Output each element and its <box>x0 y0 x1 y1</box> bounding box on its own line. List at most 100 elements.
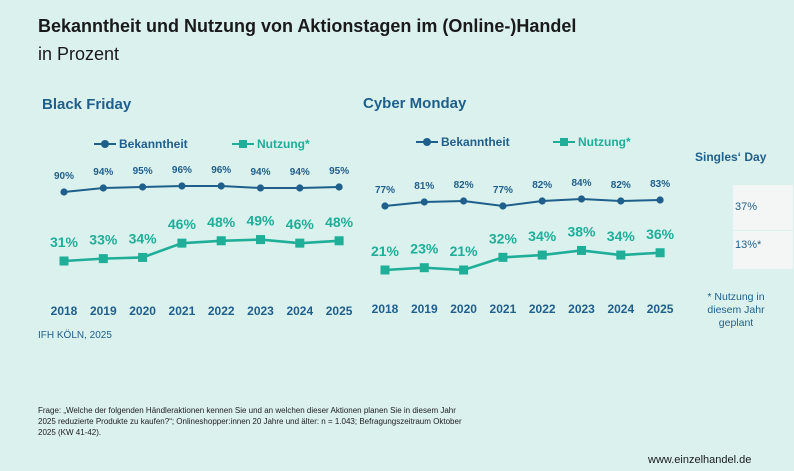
cm-usage-data-label: 34% <box>607 228 636 244</box>
bf-usage-point <box>295 238 305 248</box>
bf-awareness-point <box>99 184 107 192</box>
cm-awareness-point <box>538 197 546 205</box>
bf-usage-point <box>334 236 344 246</box>
cm-usage-point <box>655 248 665 258</box>
cm-year-label: 2019 <box>411 302 438 316</box>
bf-year-label: 2021 <box>169 304 196 318</box>
cm-usage-point <box>498 252 508 262</box>
legend-usage-line-icon <box>232 140 254 148</box>
website-link[interactable]: www.einzelhandel.de <box>648 454 752 466</box>
black-friday-title: Black Friday <box>42 96 132 113</box>
bf-awareness-point <box>217 182 225 190</box>
legend-awareness-line-icon <box>94 140 116 148</box>
singles-note: * Nutzung in diesem Jahr geplant <box>707 291 765 329</box>
cm-usage-point <box>577 245 586 255</box>
cm-usage-data-label: 23% <box>410 241 439 257</box>
bf-awareness-point <box>335 183 343 191</box>
cm-awareness-point <box>381 202 389 210</box>
bf-usage-data-label: 46% <box>286 216 315 232</box>
singles-usage-box: 13%* <box>733 231 793 269</box>
bf-usage-point <box>138 252 148 262</box>
bf-usage-point <box>177 238 187 248</box>
cm-usage-data-label: 32% <box>489 230 518 246</box>
bf-year-label: 2019 <box>90 304 117 318</box>
bf-awareness-data-label: 95% <box>133 166 153 177</box>
page-title: Bekanntheit und Nutzung von Aktionstagen… <box>38 16 577 36</box>
bf-usage-data-label: 46% <box>168 216 197 232</box>
singles-usage-value: 13%* <box>735 239 761 251</box>
bf-year-label: 2022 <box>208 304 235 318</box>
singles-awareness-value: 37% <box>735 201 758 213</box>
cm-year-label: 2018 <box>372 302 399 316</box>
bf-usage-point <box>216 236 226 246</box>
cm-usage-data-label: 21% <box>371 243 400 259</box>
bf-year-label: 2023 <box>247 304 274 318</box>
legend-usage-label: Nutzung* <box>578 135 631 149</box>
cm-usage-line <box>384 249 661 272</box>
cm-year-label: 2024 <box>607 302 634 316</box>
bf-awareness-point <box>256 184 265 192</box>
cm-year-label: 2022 <box>529 302 556 316</box>
legend-usage-line-icon <box>553 138 575 146</box>
cm-awareness-point <box>460 197 468 205</box>
legend-awareness: Bekanntheit <box>94 137 188 151</box>
cm-awareness-line <box>384 197 661 208</box>
bf-usage-data-label: 48% <box>207 214 236 230</box>
cm-usage-point <box>537 250 547 260</box>
cm-awareness-data-label: 83% <box>650 179 670 190</box>
cm-awareness-data-label: 82% <box>454 180 474 191</box>
bf-awareness-data-label: 96% <box>211 165 231 176</box>
bf-usage-data-label: 48% <box>325 214 354 230</box>
cm-awareness-data-label: 77% <box>493 185 513 196</box>
bf-awareness-point <box>178 182 186 190</box>
bf-awareness-data-label: 94% <box>290 167 310 178</box>
cm-usage-data-label: 36% <box>646 226 675 242</box>
bf-year-label: 2024 <box>286 304 313 318</box>
cm-year-label: 2025 <box>647 302 674 316</box>
legend-awareness-2: Bekanntheit <box>416 135 510 149</box>
bf-awareness-point <box>296 184 304 192</box>
singles-usage-asterisk: * <box>757 239 762 251</box>
bf-usage-line <box>63 238 340 263</box>
cm-usage-data-label: 21% <box>450 243 479 259</box>
bf-year-label: 2018 <box>51 304 78 318</box>
bf-usage-data-label: 31% <box>50 234 79 250</box>
bf-awareness-data-label: 90% <box>54 171 74 182</box>
cm-usage-point <box>459 265 469 275</box>
legend-awareness-marker-icon <box>423 138 431 146</box>
bf-awareness-data-label: 96% <box>172 165 192 176</box>
singles-day-title: Singles‘ Day <box>695 150 767 164</box>
singles-awareness-box: 37% <box>733 185 793 230</box>
cm-awareness-point <box>420 198 428 206</box>
cm-usage-point <box>419 263 429 273</box>
legend-awareness-label: Bekanntheit <box>441 135 510 149</box>
cm-awareness-data-label: 82% <box>611 180 631 191</box>
bf-usage-point <box>98 254 108 264</box>
bf-year-label: 2025 <box>326 304 353 318</box>
cm-awareness-point <box>656 196 664 204</box>
page-subtitle: in Prozent <box>38 44 120 64</box>
legend-usage-marker-icon <box>560 138 568 146</box>
bf-awareness-data-label: 95% <box>329 166 349 177</box>
cm-year-label: 2021 <box>490 302 517 316</box>
source-label: IFH KÖLN, 2025 <box>38 330 112 341</box>
bf-usage-data-label: 33% <box>89 232 118 248</box>
bf-usage-data-label: 49% <box>246 213 275 229</box>
cm-awareness-point <box>617 197 625 205</box>
legend-usage: Nutzung* <box>232 137 310 151</box>
legend-awareness-label: Bekanntheit <box>119 137 188 151</box>
cm-awareness-point <box>499 202 507 210</box>
legend-awareness-marker-icon <box>101 140 109 148</box>
legend-usage-label: Nutzung* <box>257 137 310 151</box>
bf-awareness-point <box>60 188 68 196</box>
cm-awareness-data-label: 81% <box>414 181 434 192</box>
cm-year-label: 2020 <box>450 302 477 316</box>
bf-awareness-data-label: 94% <box>93 167 113 178</box>
cyber-monday-title: Cyber Monday <box>363 95 467 112</box>
cm-awareness-data-label: 77% <box>375 185 395 196</box>
cm-usage-data-label: 38% <box>567 223 596 239</box>
cm-awareness-data-label: 82% <box>532 180 552 191</box>
bf-usage-point <box>256 235 265 245</box>
question-footnote: Frage: „Welche der folgenden Händlerakti… <box>38 406 462 437</box>
